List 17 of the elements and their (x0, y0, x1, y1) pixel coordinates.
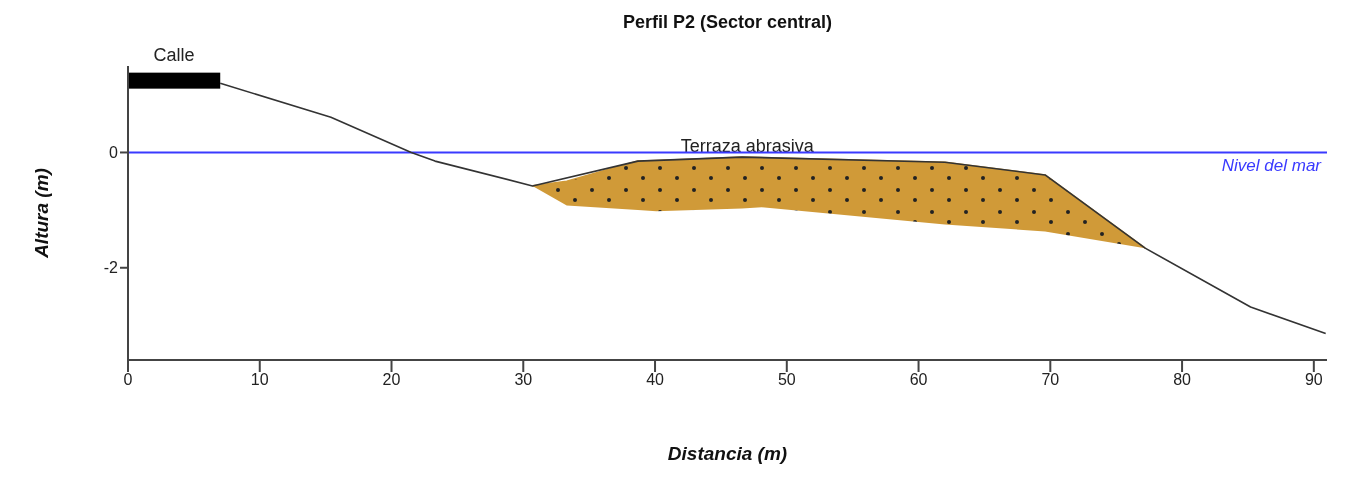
text: Calle (153, 44, 195, 65)
annotation: Terraza abrasiva (680, 136, 815, 157)
ref-line-label: Nivel del mar (1221, 155, 1323, 175)
x-tick-label: 10 (250, 371, 269, 389)
x-tick-label: 30 (514, 371, 533, 389)
x-tick-label: 90 (1304, 371, 1323, 389)
chart-title: Perfil P2 (Sector central) (622, 12, 833, 32)
x-tick-label: 70 (1041, 371, 1060, 389)
y-tick-label: -2 (103, 259, 119, 277)
x-tick-label: 50 (777, 371, 796, 389)
x-tick-label: 60 (909, 371, 928, 389)
y-axis-title: Altura (m) (31, 168, 52, 259)
x-tick-label: 80 (1173, 371, 1192, 389)
x-tick-label: 0 (123, 371, 133, 389)
x-axis-title: Distancia (m) (667, 443, 788, 464)
x-tick-label: 40 (646, 371, 665, 389)
x-tick-label: 20 (382, 371, 401, 389)
